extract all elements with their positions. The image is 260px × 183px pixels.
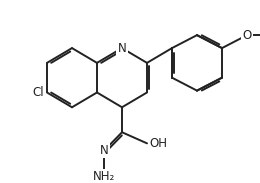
Text: OH: OH	[149, 137, 167, 150]
Text: NH₂: NH₂	[93, 170, 115, 183]
Text: Cl: Cl	[32, 86, 44, 99]
Text: N: N	[100, 144, 108, 157]
Text: O: O	[242, 29, 252, 42]
Text: N: N	[118, 42, 126, 55]
